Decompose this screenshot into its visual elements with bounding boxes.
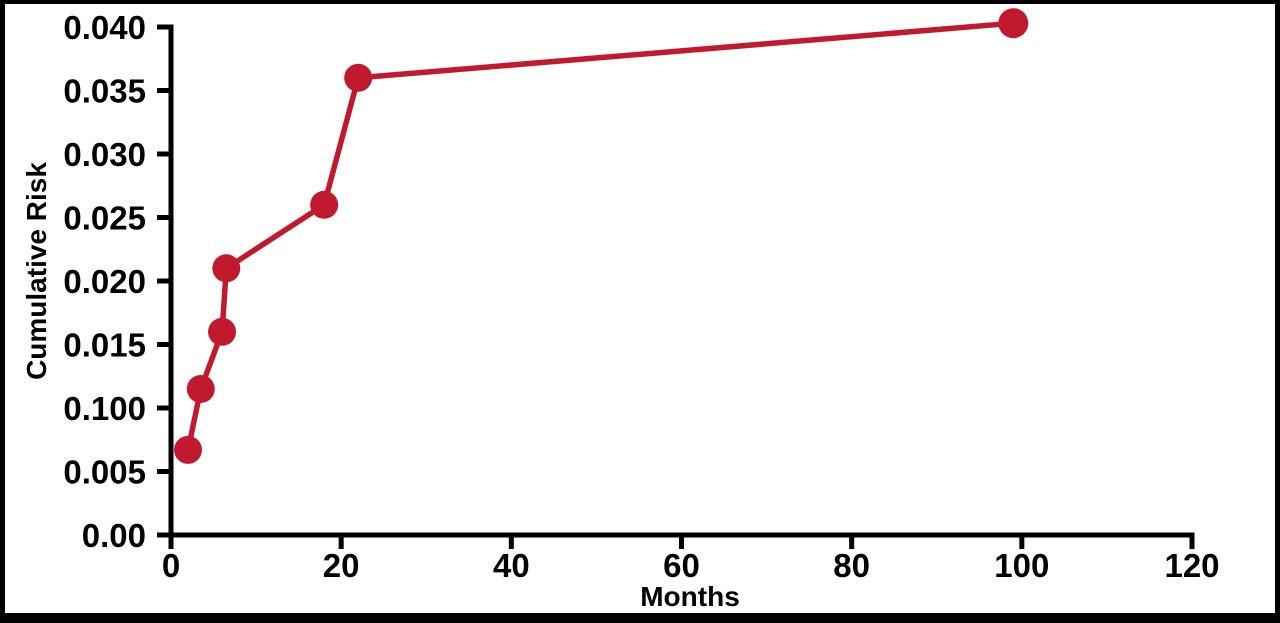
x-tick-label: 0 (162, 547, 180, 584)
y-tick-label: 0.020 (63, 263, 146, 300)
risk-line (185, 20, 1014, 451)
y-tick-label: 0.040 (63, 9, 146, 46)
x-tick-label: 60 (663, 547, 700, 584)
series-layer (174, 8, 1029, 464)
data-point (208, 317, 237, 346)
y-tick-label: 0.035 (63, 73, 146, 110)
y-tick-label: 0.015 (63, 327, 146, 364)
data-point (998, 8, 1029, 39)
data-point (212, 254, 241, 283)
x-axis-title: Months (640, 581, 740, 612)
y-tick-label: 0.100 (63, 390, 146, 427)
axes-layer: 0.00 0.005 0.100 0.015 0.020 0.025 0.030 0.035 0… (63, 9, 1219, 584)
y-tick-label: 0.005 (63, 454, 146, 491)
data-point (344, 63, 373, 92)
data-point (174, 435, 203, 464)
x-tick-label: 120 (1164, 547, 1219, 584)
data-point (186, 374, 215, 403)
data-point (310, 190, 339, 219)
y-tick-label: 0.030 (63, 136, 146, 173)
x-tick-label: 100 (994, 547, 1049, 584)
x-tick-label: 80 (833, 547, 870, 584)
y-axis-title: Cumulative Risk (21, 162, 52, 380)
x-tick-label: 20 (323, 547, 360, 584)
axis-lines (168, 24, 1195, 538)
y-tick-label: 0.00 (82, 517, 146, 554)
y-tick-label: 0.025 (63, 200, 146, 237)
x-tick-label: 40 (493, 547, 530, 584)
